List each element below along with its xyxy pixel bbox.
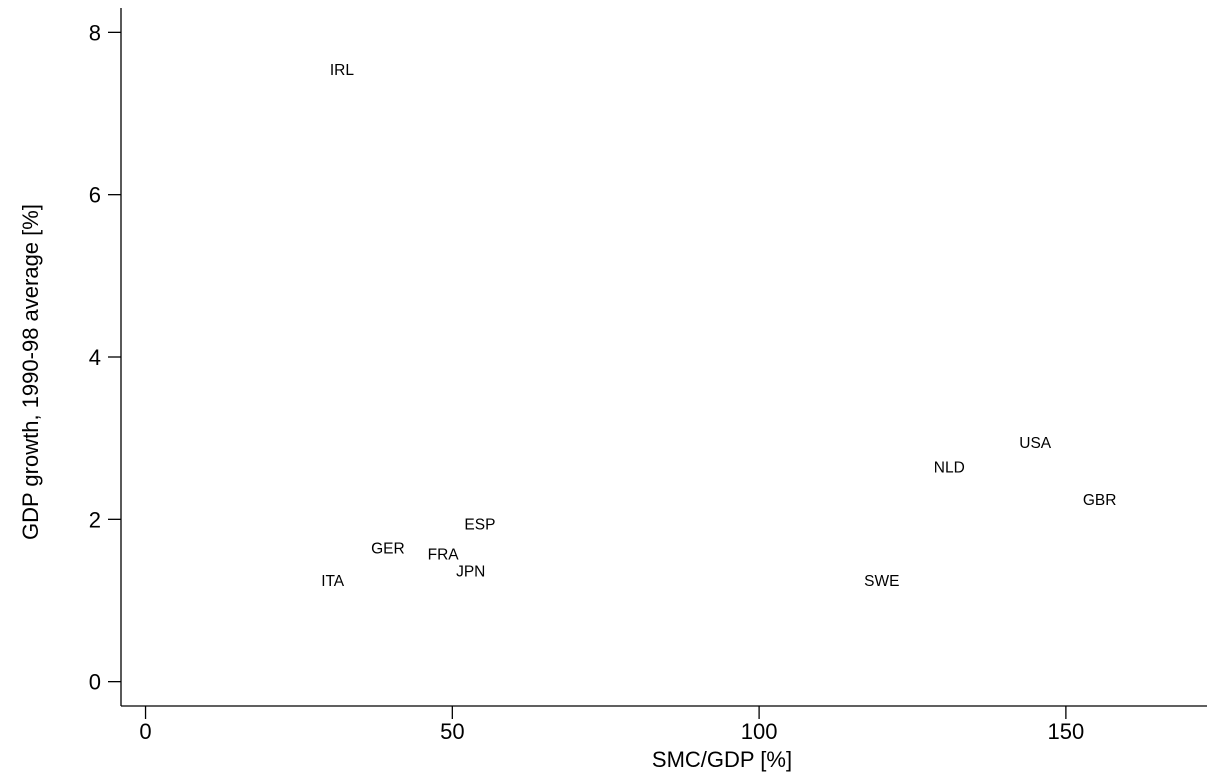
- point-label: ESP: [464, 516, 495, 533]
- x-axis-title: SMC/GDP [%]: [652, 747, 792, 772]
- point-label: IRL: [330, 62, 355, 79]
- x-tick-label: 100: [741, 719, 778, 744]
- y-axis-title: GDP growth, 1990-98 average [%]: [18, 204, 43, 540]
- y-tick-label: 8: [89, 20, 101, 45]
- point-label: NLD: [934, 460, 965, 477]
- y-tick-label: 0: [89, 670, 101, 695]
- point-label: USA: [1019, 435, 1052, 452]
- y-tick-label: 6: [89, 183, 101, 208]
- y-tick-label: 4: [89, 345, 101, 370]
- point-label: JPN: [456, 563, 485, 580]
- y-tick-label: 2: [89, 507, 101, 532]
- point-label: GBR: [1083, 492, 1117, 509]
- x-tick-label: 50: [440, 719, 464, 744]
- x-tick-label: 0: [139, 719, 151, 744]
- axes: [120, 8, 1207, 707]
- x-tick-label: 150: [1048, 719, 1085, 744]
- y-ticks: 0 2 4 6 8: [89, 20, 121, 695]
- point-label: FRA: [428, 546, 460, 563]
- x-ticks: 0 50 100 150: [139, 706, 1084, 744]
- point-label: SWE: [864, 573, 899, 590]
- point-label: ITA: [321, 573, 345, 590]
- point-label: GER: [371, 541, 405, 558]
